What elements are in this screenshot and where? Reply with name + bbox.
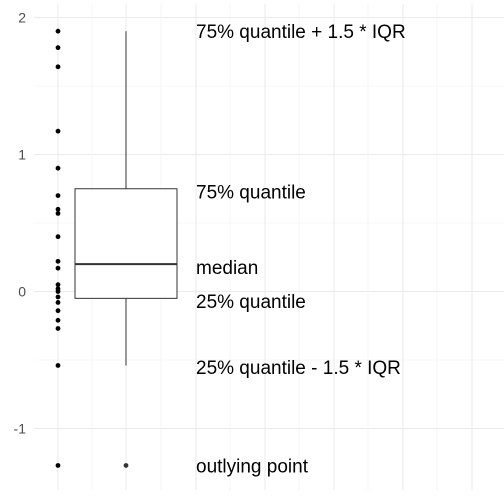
raw-data-point: [55, 165, 61, 171]
y-tick-label: 0: [18, 284, 26, 300]
annotation-label: 75% quantile + 1.5 * IQR: [196, 22, 406, 43]
raw-data-point: [55, 326, 61, 331]
raw-data-point: [55, 289, 61, 294]
raw-data-point: [55, 258, 61, 264]
raw-data-point: [55, 211, 61, 216]
y-tick-label: -1: [14, 421, 27, 437]
outlier-point: [123, 463, 129, 468]
raw-data-point: [55, 45, 61, 51]
y-tick-label: 1: [18, 147, 26, 163]
raw-data-point: [55, 463, 61, 468]
annotation-label: 25% quantile - 1.5 * IQR: [196, 358, 401, 379]
raw-points: [55, 28, 61, 468]
raw-data-point: [55, 308, 61, 314]
annotation-label: outlying point: [196, 456, 309, 477]
raw-data-point: [55, 363, 61, 368]
raw-data-point: [55, 265, 61, 271]
raw-data-point: [55, 317, 61, 323]
box-and-whiskers: [74, 31, 178, 468]
raw-data-point: [55, 234, 61, 240]
raw-data-point: [55, 206, 61, 212]
raw-data-point: [55, 64, 61, 70]
raw-data-point: [55, 300, 61, 305]
interquartile-box: [74, 188, 178, 299]
raw-data-point: [55, 128, 61, 134]
annotation-label: 25% quantile: [196, 292, 306, 313]
annotation-label: median: [196, 258, 258, 279]
raw-data-point: [55, 294, 61, 300]
raw-data-point: [55, 282, 61, 288]
raw-data-point: [55, 28, 61, 34]
raw-data-point: [55, 193, 61, 199]
annotations: 75% quantile + 1.5 * IQR 75% quantile medi…: [196, 22, 406, 477]
y-axis: 2 1 0 -1: [14, 10, 27, 437]
y-tick-label: 2: [18, 10, 26, 26]
annotation-label: 75% quantile: [196, 182, 306, 203]
